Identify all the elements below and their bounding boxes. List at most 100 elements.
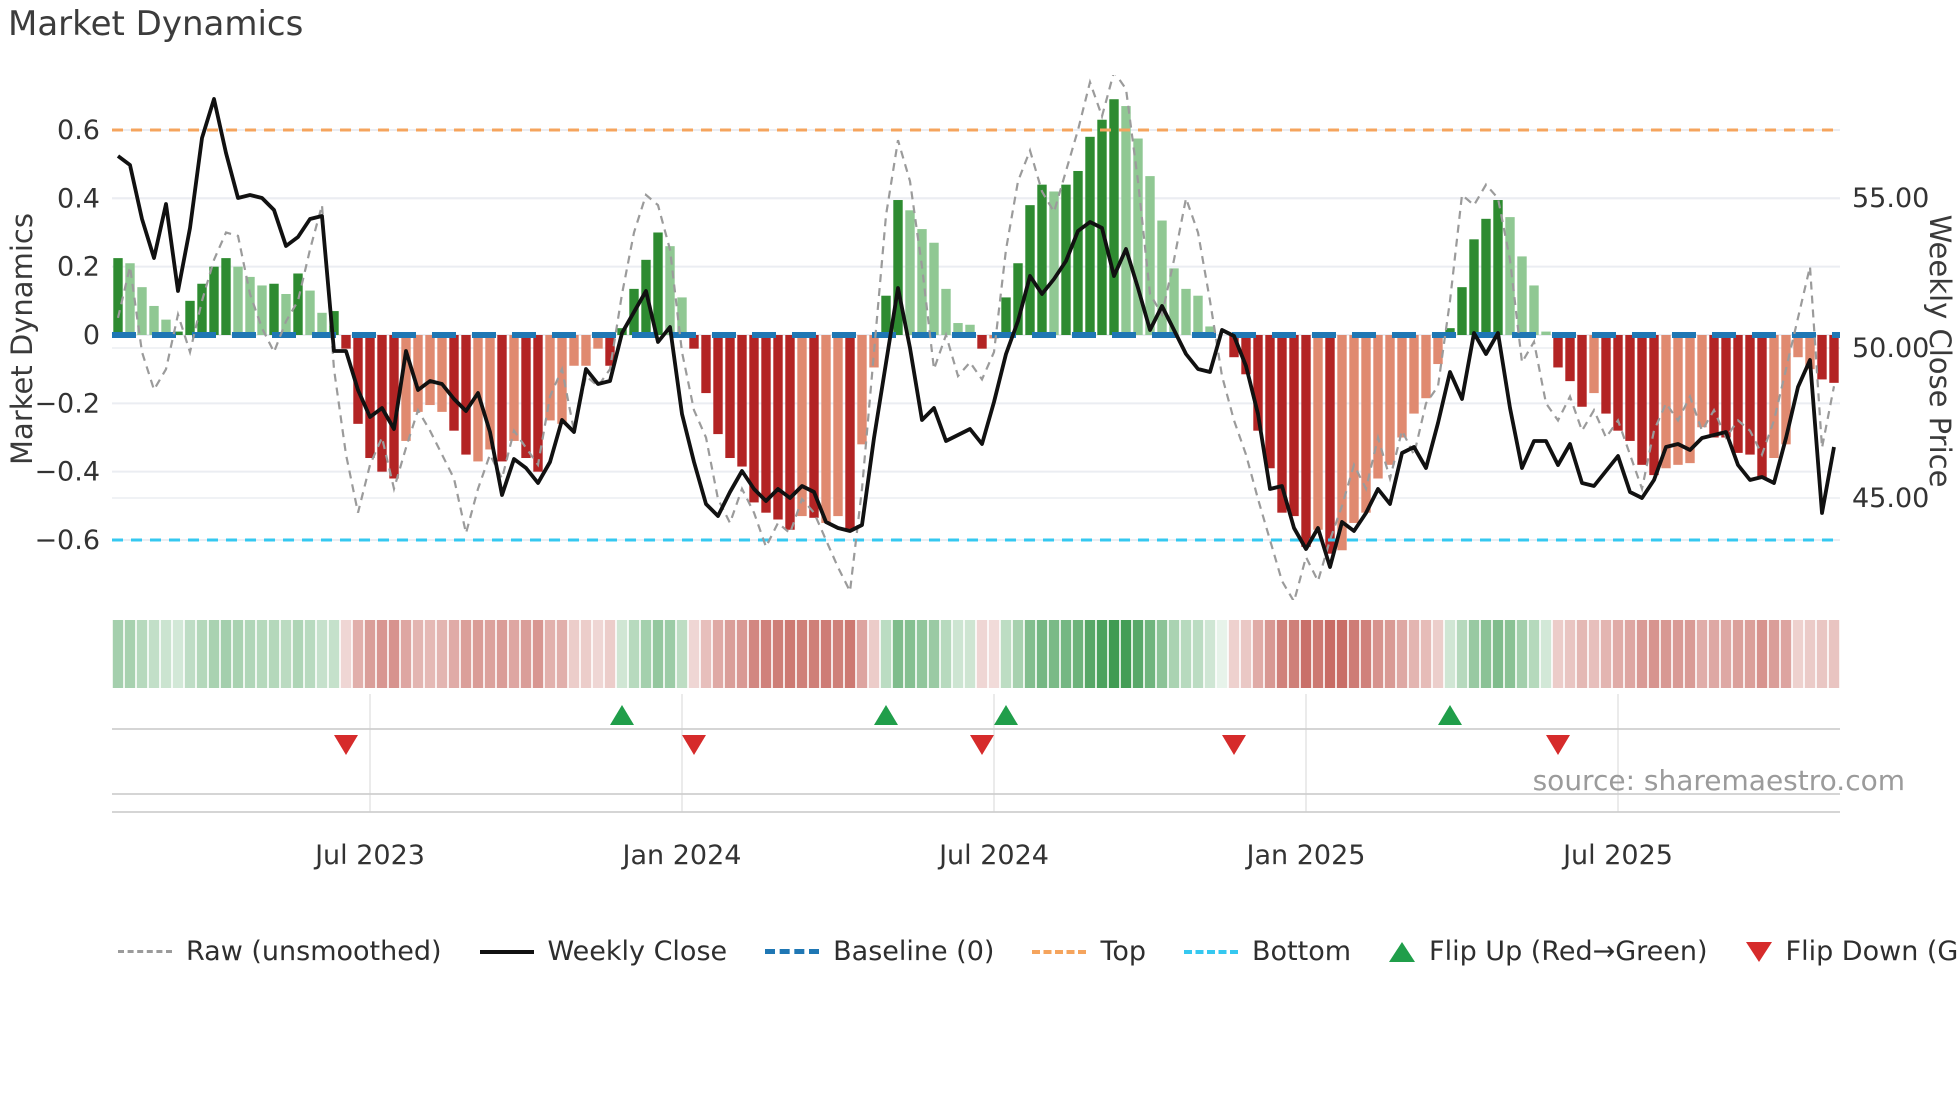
heatmap-cell [1276,620,1288,688]
oscillator-bar-negative [689,335,699,349]
legend-item-top: Top [1032,936,1146,967]
x-tick-label: Jan 2024 [621,840,742,871]
heatmap-cell [976,620,988,688]
x-tick-label: Jul 2023 [313,840,425,871]
heatmap-cell [868,620,880,688]
oscillator-bar-positive [257,285,267,335]
heatmap-cell [928,620,940,688]
oscillator-bar-negative [413,335,423,412]
y-left-tick-label: 0 [83,320,100,351]
heatmap-cell [1312,620,1324,688]
oscillator-bar-negative [809,335,819,518]
heatmap-cell [808,620,820,688]
oscillator-bar-negative [1721,335,1731,438]
raw-oscillator-line [116,75,1836,600]
y-right-tick-label: 45.00 [1852,483,1929,514]
oscillator-bar-positive [929,242,939,335]
oscillator-bar-negative [1757,335,1767,479]
heatmap-cell [1180,620,1192,688]
heatmap-cell [688,620,700,688]
heatmap-cell [1132,620,1144,688]
oscillator-bar-negative [1253,335,1263,431]
legend-label: Top [1100,936,1146,967]
heatmap-cell [568,620,580,688]
heatmap-cell [1816,620,1828,688]
oscillator-bar-negative [377,335,387,472]
legend-label: Raw (unsmoothed) [186,936,442,967]
heatmap-cell [400,620,412,688]
heatmap-cell [748,620,760,688]
heatmap-cell [532,620,544,688]
heatmap-cell [508,620,520,688]
oscillator-bar-negative [1733,335,1743,453]
heatmap-cell [760,620,772,688]
oscillator-bar-positive [221,258,231,335]
oscillator-bar-positive [1541,331,1551,335]
heatmap-cell [1264,620,1276,688]
heatmap-cell [1696,620,1708,688]
heatmap-cell [364,620,376,688]
heatmap-cell [1768,620,1780,688]
oscillator-bar-negative [1781,335,1791,445]
legend-label: Flip Up (Red→Green) [1429,936,1708,967]
legend-swatch-close [479,949,534,954]
heatmap-cell [1420,620,1432,688]
heatmap-cell [1648,620,1660,688]
legend-swatch-base [765,949,820,954]
heatmap-cell [712,620,724,688]
oscillator-bar-negative [713,335,723,435]
heatmap-cell [1204,620,1216,688]
oscillator-bar-positive [137,287,147,335]
oscillator-bar-positive [1145,176,1155,335]
oscillator-bar-negative [1265,335,1275,469]
heatmap-cell [1144,620,1156,688]
heatmap-cell [256,620,268,688]
oscillator-bar-positive [173,331,183,335]
oscillator-bar-positive [269,283,279,335]
oscillator-bar-negative [1325,335,1335,554]
oscillator-bar-negative [833,335,843,517]
y-right-tick-label: 55.00 [1852,183,1929,214]
heatmap-cell [988,620,1000,688]
right-axis-title: Weekly Close Price [1923,214,1957,488]
heatmap-cell [268,620,280,688]
heatmap-cell [448,620,460,688]
oscillator-bar-positive [881,295,891,335]
oscillator-bar-negative [845,335,855,530]
oscillator-bar-positive [905,210,915,335]
chart-legend: Raw (unsmoothed) Weekly Close Baseline (0)… [118,936,1960,967]
weekly-close-line [116,97,1836,569]
heatmap-cell [1372,620,1384,688]
oscillator-bar-positive [149,305,159,335]
heatmap-cell [1492,620,1504,688]
legend-swatch-tri-down-icon [1745,941,1772,962]
oscillator-bar-negative [797,335,807,517]
oscillator-bar-positive [893,200,903,335]
heatmap-cell [736,620,748,688]
heatmap-cell [1036,620,1048,688]
legend-item-tri-up: Flip Up (Red→Green) [1389,936,1708,967]
heatmap-cell [1468,620,1480,688]
oscillator-bar-positive [209,266,219,335]
oscillator-bar-negative [509,335,519,441]
heatmap-cell [1684,620,1696,688]
heatmap-cell [904,620,916,688]
heatmap-cell [964,620,976,688]
oscillator-bar-positive [1109,99,1119,336]
y-left-tick-label: 0.6 [57,115,100,146]
heatmap-cell [1168,620,1180,688]
heatmap-cell [1564,620,1576,688]
heatmap-cell [1552,620,1564,688]
oscillator-bar-negative [773,335,783,520]
oscillator-bar-negative [761,335,771,513]
oscillator-bar-positive [1445,328,1455,335]
oscillator-bar-positive [965,324,975,335]
heatmap-cell [232,620,244,688]
oscillator-bar-positive [197,283,207,335]
heatmap-cell [628,620,640,688]
heatmap-cell [1516,620,1528,688]
oscillator-bar-negative [1601,335,1611,414]
y-right-tick-label: 50.00 [1852,333,1929,364]
